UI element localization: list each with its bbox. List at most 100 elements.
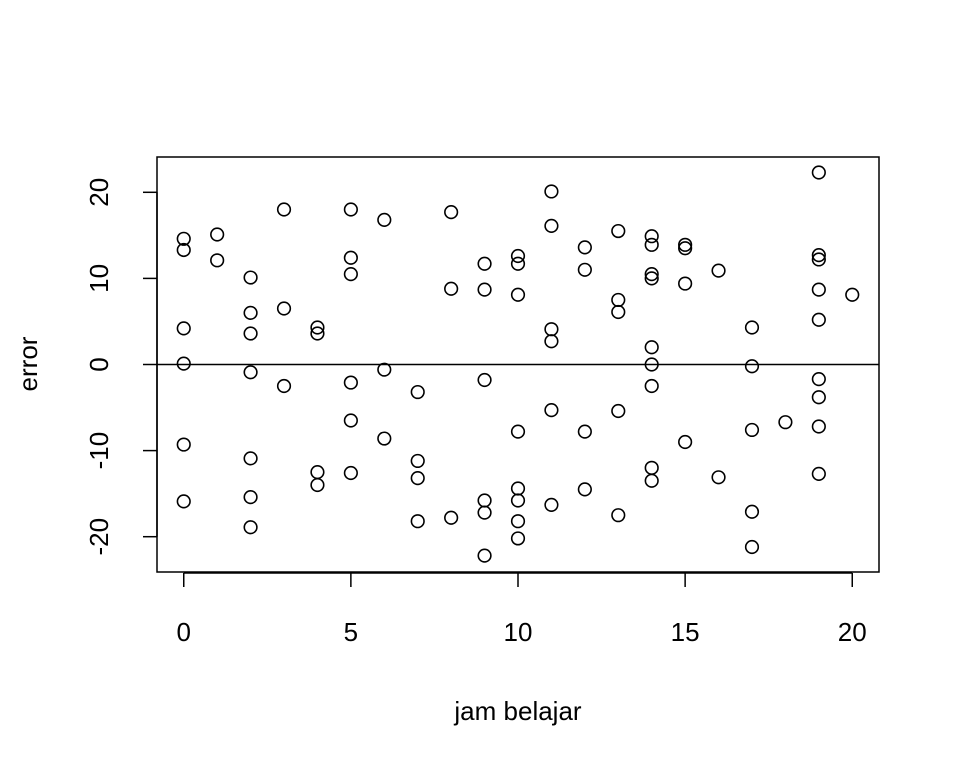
data-point xyxy=(544,322,559,337)
data-point xyxy=(644,271,659,286)
data-point xyxy=(544,497,559,512)
data-point xyxy=(544,184,559,199)
data-point xyxy=(510,424,526,439)
data-point xyxy=(377,362,392,377)
data-point xyxy=(811,419,826,434)
data-point xyxy=(343,202,358,217)
data-point xyxy=(577,482,592,497)
data-point xyxy=(310,320,325,335)
data-point xyxy=(176,356,191,371)
data-point xyxy=(176,437,191,452)
data-point xyxy=(811,390,826,405)
data-point xyxy=(611,508,626,523)
data-point xyxy=(510,256,526,271)
data-point xyxy=(477,493,492,508)
data-point xyxy=(210,227,225,242)
data-point xyxy=(611,223,626,239)
data-point xyxy=(477,256,492,271)
data-point xyxy=(644,473,659,488)
data-point xyxy=(176,242,191,258)
data-point xyxy=(644,229,659,244)
x-tick-label: 0 xyxy=(177,617,191,647)
y-tick-label: -10 xyxy=(84,432,114,470)
data-point xyxy=(243,451,258,466)
data-point xyxy=(276,301,292,316)
data-point xyxy=(444,281,459,296)
data-point xyxy=(377,431,392,446)
data-point xyxy=(577,262,592,277)
data-point xyxy=(711,470,726,485)
data-point xyxy=(343,250,358,265)
data-point xyxy=(778,415,793,430)
data-point xyxy=(644,237,659,252)
data-point xyxy=(276,378,292,394)
data-point xyxy=(644,340,659,355)
data-point xyxy=(343,266,358,282)
data-point xyxy=(477,372,492,388)
data-point xyxy=(176,231,191,246)
data-point xyxy=(210,253,225,268)
data-point xyxy=(811,312,826,327)
data-point xyxy=(678,276,693,291)
data-point xyxy=(744,504,760,519)
data-point xyxy=(477,505,492,520)
data-point xyxy=(811,165,826,180)
x-tick-label: 20 xyxy=(838,617,867,647)
y-tick-label: 10 xyxy=(84,264,114,293)
x-axis-label: jam belajar xyxy=(453,696,582,726)
data-point xyxy=(577,240,592,255)
data-point xyxy=(544,218,559,233)
x-tick-label: 10 xyxy=(504,617,533,647)
y-tick-label: 20 xyxy=(84,178,114,207)
data-points xyxy=(176,165,860,563)
data-point xyxy=(510,514,526,529)
data-point xyxy=(510,248,526,264)
data-point xyxy=(510,493,526,508)
data-point xyxy=(444,205,459,220)
data-point xyxy=(811,282,826,297)
data-point xyxy=(343,413,358,428)
data-point xyxy=(243,270,258,285)
data-point xyxy=(510,287,526,302)
data-point xyxy=(243,305,258,320)
data-point xyxy=(744,539,760,555)
data-point xyxy=(410,471,425,486)
data-point xyxy=(544,334,559,349)
data-point xyxy=(310,326,325,341)
data-point xyxy=(811,252,826,267)
data-point xyxy=(310,477,325,493)
data-point xyxy=(644,460,659,475)
data-point xyxy=(744,320,760,335)
data-point xyxy=(744,359,760,374)
x-axis: 0 5 10 15 20 xyxy=(177,572,867,647)
data-point xyxy=(343,375,358,390)
data-point xyxy=(510,531,526,546)
data-point xyxy=(510,481,526,496)
data-point xyxy=(611,403,626,419)
y-tick-label: -20 xyxy=(84,518,114,556)
data-point xyxy=(176,321,191,336)
data-point xyxy=(678,241,693,256)
data-point xyxy=(243,520,258,535)
data-point xyxy=(811,372,826,387)
data-point xyxy=(343,465,358,481)
data-point xyxy=(644,266,659,282)
data-point xyxy=(243,489,258,505)
data-point xyxy=(678,434,693,450)
x-tick-label: 5 xyxy=(344,617,358,647)
data-point xyxy=(611,304,626,320)
y-axis: -20 -10 0 10 20 xyxy=(84,178,158,556)
data-point xyxy=(577,424,592,439)
data-point xyxy=(410,384,425,400)
data-point xyxy=(243,326,258,341)
data-point xyxy=(811,248,826,263)
data-point xyxy=(477,548,492,563)
data-point xyxy=(477,282,492,297)
data-point xyxy=(176,494,191,509)
data-point xyxy=(611,292,626,308)
data-point xyxy=(243,365,258,380)
data-point xyxy=(544,403,559,418)
data-point xyxy=(711,263,726,278)
data-point xyxy=(276,202,292,217)
